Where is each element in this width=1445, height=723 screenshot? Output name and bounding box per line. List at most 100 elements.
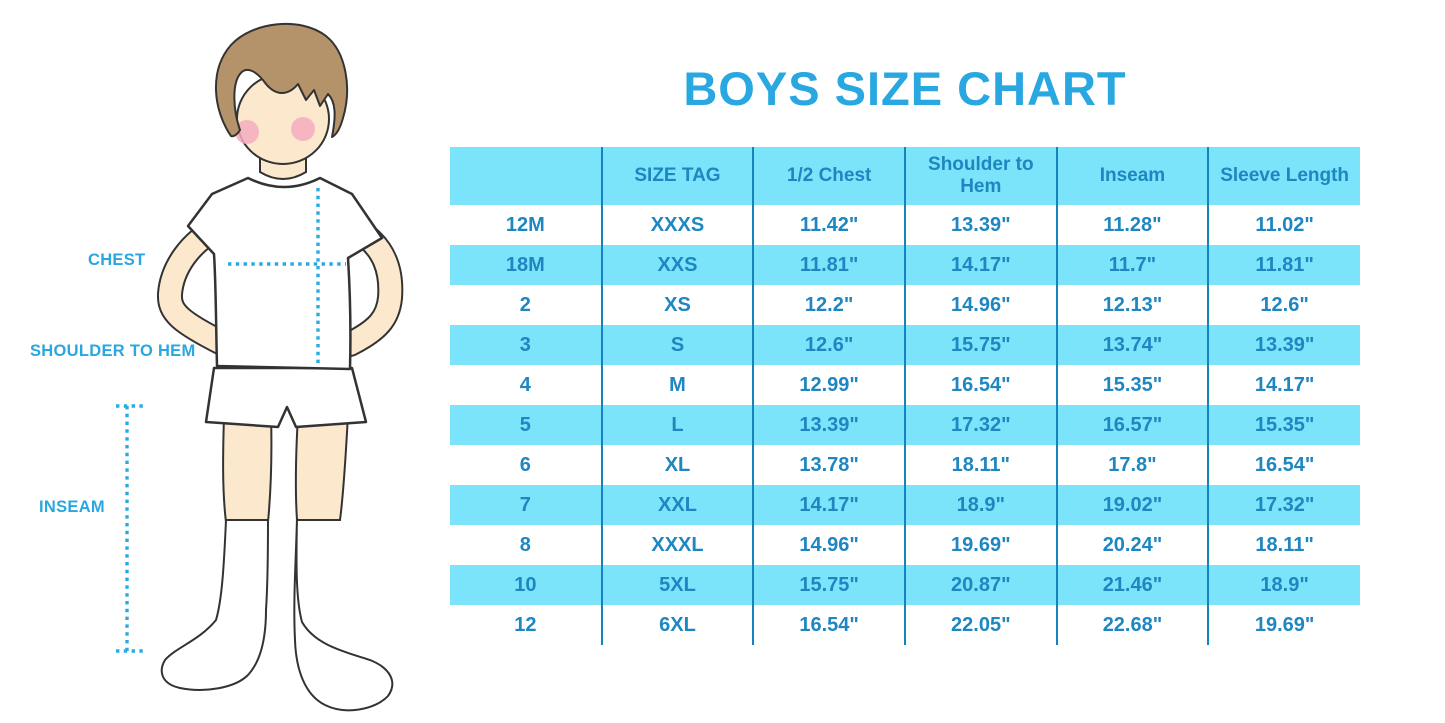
size-table-head: SIZE TAG 1/2 Chest Shoulder to Hem Inseam Sl…: [450, 147, 1360, 205]
table-cell: 18.9": [904, 485, 1058, 525]
table-row: 4 M 12.99" 16.54" 15.35" 14.17": [450, 365, 1360, 405]
table-cell: 11.81": [1208, 245, 1360, 285]
size-cell: 2: [450, 285, 603, 325]
table-cell: 16.54": [753, 605, 906, 645]
table-cell: XXXL: [601, 525, 755, 565]
table-cell: 11.7": [1056, 245, 1210, 285]
table-cell: 13.74": [1056, 325, 1210, 365]
table-cell: 17.32": [1208, 485, 1360, 525]
table-cell: 22.68": [1056, 605, 1210, 645]
table-cell: 19.69": [1254, 613, 1315, 636]
size-cell: 3: [450, 325, 603, 365]
right-sock-shape: [293, 517, 394, 712]
label-chest: CHEST: [88, 251, 146, 269]
table-cell: 15.35": [1056, 365, 1210, 405]
table-cell: 11.28": [1056, 205, 1210, 245]
size-cell: 5: [450, 405, 603, 445]
table-cell: 17.32": [904, 405, 1058, 445]
table-row: 7 XXL 14.17" 18.9" 19.02" 17.32": [450, 485, 1360, 525]
column-header: SIZE TAG: [601, 147, 755, 205]
table-cell: XXL: [601, 485, 755, 525]
table-cell: 12.99": [753, 365, 906, 405]
table-cell: 13.39": [753, 405, 906, 445]
column-header: Shoulder to Hem: [904, 147, 1058, 205]
table-cell: 20.87": [904, 565, 1058, 605]
table-row: 12M XXXS 11.42" 13.39" 11.28" 11.02": [450, 205, 1360, 245]
table-cell: 14.17": [904, 245, 1058, 285]
table-row: 3 S 12.6" 15.75" 13.74" 13.39": [450, 325, 1360, 365]
table-cell: 18.11": [904, 445, 1058, 485]
size-table-body: 12M XXXS 11.42" 13.39" 11.28" 11.02" 18M XXS 11.…: [450, 205, 1360, 645]
left-arm-fill: [158, 217, 235, 355]
size-cell: 7: [450, 485, 603, 525]
size-cell: 6: [450, 445, 603, 485]
table-cell: 14.17": [1254, 373, 1315, 396]
page-title: BOYS SIZE CHART: [683, 62, 1127, 116]
table-row: 18M XXS 11.81" 14.17" 11.7" 11.81": [450, 245, 1360, 285]
table-row: 2 XS 12.2" 14.96" 12.13" 12.6": [450, 285, 1360, 325]
table-cell: XXXS: [601, 205, 755, 245]
table-row: 12 6XL 16.54" 22.05" 22.68" 19.69": [450, 605, 1360, 645]
table-cell: 20.24": [1056, 525, 1210, 565]
left-leg-shape: [222, 414, 273, 523]
table-cell: 11.02": [1255, 213, 1314, 236]
shirt-shape: [186, 176, 384, 371]
table-cell: 12.6": [1260, 293, 1309, 316]
blush-left: [235, 120, 259, 144]
table-row: 6 XL 13.78" 18.11" 17.8" 16.54": [450, 445, 1360, 485]
table-cell: 18.11": [1255, 533, 1314, 556]
table-cell: 13.39": [904, 205, 1058, 245]
table-cell: XS: [601, 285, 755, 325]
table-cell: 11.42": [753, 205, 906, 245]
table-cell: 11.81": [753, 245, 906, 285]
table-cell: 17.8": [1056, 445, 1210, 485]
table-cell: 19.02": [1056, 485, 1210, 525]
table-row: 5 L 13.39" 17.32" 16.57" 15.35": [450, 405, 1360, 445]
hair-shape: [214, 22, 349, 138]
column-header: Sleeve Length: [1208, 147, 1360, 205]
table-cell: 14.96": [904, 285, 1058, 325]
table-cell: 5XL: [601, 565, 755, 605]
table-cell: 13.78": [753, 445, 906, 485]
table-cell: 15.75": [904, 325, 1058, 365]
table-cell: 12.13": [1056, 285, 1210, 325]
size-table: SIZE TAG 1/2 Chest Shoulder to Hem Inseam Sl…: [450, 147, 1360, 645]
table-cell: 12.2": [753, 285, 906, 325]
column-header: Inseam: [1056, 147, 1210, 205]
label-inseam: INSEAM: [39, 498, 105, 516]
table-cell: 12.6": [753, 325, 906, 365]
table-cell: 15.35": [1208, 405, 1360, 445]
table-cell: S: [601, 325, 755, 365]
table-cell: L: [601, 405, 755, 445]
table-cell: 15.75": [753, 565, 906, 605]
left-sock-shape: [160, 519, 270, 691]
table-row: 8 XXXL 14.96" 19.69" 20.24" 18.11": [450, 525, 1360, 565]
shorts-shape: [204, 366, 368, 429]
label-shoulder-to-hem: SHOULDER TO HEM: [30, 342, 196, 360]
right-leg-shape: [294, 414, 350, 521]
size-cell: 12M: [450, 205, 603, 245]
size-cell: 12: [450, 605, 603, 645]
table-row: 10 5XL 15.75" 20.87" 21.46" 18.9": [450, 565, 1360, 605]
table-cell: 21.46": [1056, 565, 1210, 605]
header-row: SIZE TAG 1/2 Chest Shoulder to Hem Inseam Sl…: [450, 147, 1360, 205]
table-cell: 19.69": [904, 525, 1058, 565]
column-header: [450, 147, 603, 205]
table-cell: XXS: [601, 245, 755, 285]
table-cell: 14.96": [753, 525, 906, 565]
size-cell: 4: [450, 365, 603, 405]
table-cell: M: [601, 365, 755, 405]
size-cell: 8: [450, 525, 603, 565]
size-cell: 10: [450, 565, 603, 605]
column-header: 1/2 Chest: [753, 147, 906, 205]
boy-illustration: [116, 22, 404, 712]
table-cell: 16.54": [904, 365, 1058, 405]
table-cell: 13.39": [1208, 325, 1360, 365]
blush-right: [291, 117, 315, 141]
table-cell: 22.05": [904, 605, 1058, 645]
table-cell: 16.57": [1056, 405, 1210, 445]
table-cell: 14.17": [753, 485, 906, 525]
size-cell: 18M: [450, 245, 603, 285]
table-cell: XL: [601, 445, 755, 485]
